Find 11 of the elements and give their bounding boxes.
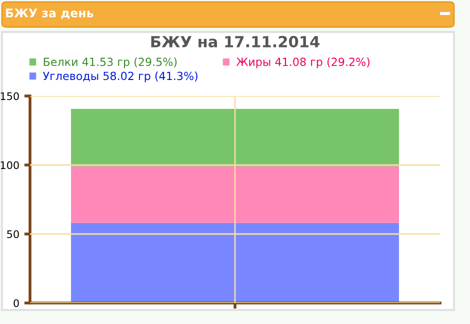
y-tick-label: 100 — [0, 161, 19, 170]
legend-label: Белки 41.53 гр (29.5%) — [44, 57, 177, 68]
y-tick-label: 50 — [7, 230, 19, 238]
y-tick-label: 150 — [0, 92, 19, 100]
chart-title: БЖУ на 17.11.2014 — [151, 36, 320, 48]
legend-label: Углеводы 58.02 гр (41.3%) — [42, 72, 198, 82]
y-tick-label: 0 — [14, 299, 19, 308]
text: БЖУ за день — [6, 8, 94, 19]
bar — [71, 166, 399, 223]
bar — [71, 108, 399, 166]
legend-label: Жиры 41.08 гр (29.2%) — [236, 57, 370, 68]
